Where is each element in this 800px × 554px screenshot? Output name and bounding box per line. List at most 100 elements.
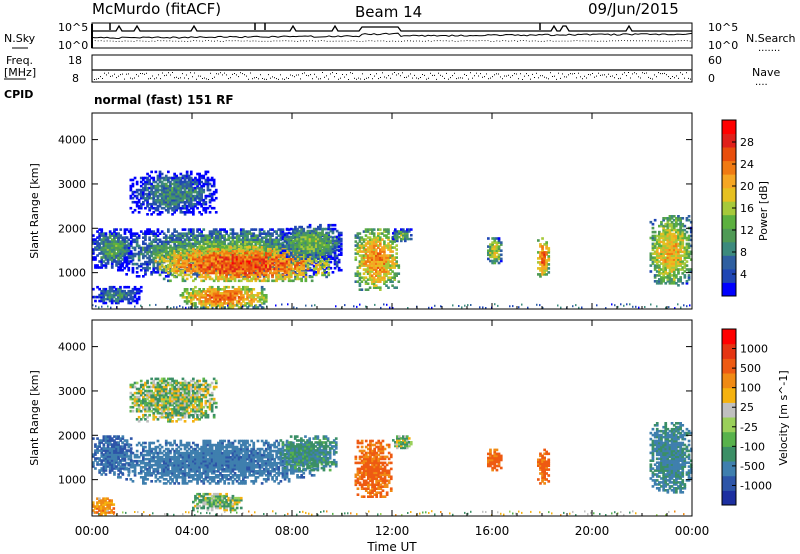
echo-cell (113, 242, 116, 245)
echo-cell (185, 194, 189, 198)
echo-cell (681, 238, 685, 242)
echo-cell (404, 232, 407, 235)
echo-cell (117, 262, 120, 266)
echo-cell (281, 249, 285, 253)
echo-cell (181, 271, 185, 275)
echo-cell (312, 247, 316, 251)
echo-cell (187, 208, 191, 212)
echo-cell (123, 238, 127, 241)
echo-cell (175, 190, 178, 194)
echo-cell (225, 267, 228, 271)
echo-cell (394, 228, 397, 231)
echo-cell (200, 261, 203, 265)
echo-cell (385, 258, 388, 261)
echo-cell (302, 227, 306, 231)
echo-cell (92, 256, 95, 259)
echo-cell (296, 263, 299, 267)
echo-cell (150, 260, 153, 264)
echo-cell (364, 256, 368, 259)
echo-cell (221, 277, 224, 281)
echo-cell (104, 250, 108, 253)
echo-cell (397, 264, 401, 267)
echo-cell (171, 188, 174, 192)
echo-cell (487, 257, 490, 261)
echo-cell (152, 271, 156, 274)
echo-cell (135, 200, 139, 204)
nave-dot (194, 72, 195, 74)
echo-cell (152, 178, 156, 182)
echo-cell (223, 267, 226, 271)
echo-cell (214, 248, 218, 251)
echo-cell (493, 255, 497, 259)
echo-cell (372, 248, 376, 251)
nave-dot (146, 72, 147, 74)
echo-cell (327, 245, 331, 249)
nave-dot (224, 72, 225, 74)
echo-cell (171, 250, 174, 253)
echo-cell (300, 227, 303, 231)
echo-cell (204, 265, 208, 269)
echo-cell (362, 230, 366, 233)
echo-cell (275, 277, 278, 281)
echo-cell (121, 258, 125, 261)
echo-cell (395, 274, 398, 277)
echo-cell (283, 263, 287, 267)
echo-cell (173, 230, 176, 233)
echo-cell (685, 254, 689, 257)
echo-cell (543, 259, 546, 262)
echo-cell (658, 274, 661, 277)
nave-dot (330, 73, 331, 75)
echo-cell (377, 246, 380, 249)
echo-cell (148, 230, 151, 233)
echo-cell (273, 242, 276, 246)
echo-cell (260, 238, 264, 242)
echo-cell (244, 255, 247, 259)
echo-cell (125, 258, 129, 261)
echo-cell (670, 252, 674, 255)
echo-cell (383, 250, 386, 253)
echo-cell (375, 260, 378, 263)
echo-cell (181, 174, 185, 178)
echo-cell (670, 254, 674, 257)
echo-cell (358, 232, 362, 235)
echo-cell (370, 230, 374, 233)
echo-cell (239, 234, 243, 237)
echo-cell (131, 232, 135, 235)
echo-cell (158, 180, 162, 184)
echo-cell (154, 194, 158, 198)
echo-cell (668, 274, 672, 277)
echo-cell (277, 246, 281, 250)
echo-cell (410, 234, 413, 237)
echo-cell (649, 270, 653, 273)
echo-cell (231, 238, 235, 242)
echo-cell (108, 240, 112, 243)
echo-cell (279, 263, 283, 267)
echo-cell (162, 240, 166, 244)
echo-cell (239, 271, 243, 275)
nave-dot (486, 73, 487, 75)
nave-dot (556, 78, 557, 80)
echo-cell (292, 233, 295, 237)
echo-cell (495, 243, 499, 246)
echo-cell (239, 248, 243, 252)
echo-cell (148, 202, 151, 206)
echo-cell (150, 232, 153, 235)
echo-cell (187, 230, 191, 233)
echo-cell (142, 196, 145, 200)
echo-cell (231, 234, 235, 237)
nave-dot (186, 74, 187, 76)
echo-cell (219, 271, 222, 275)
echo-cell (317, 260, 320, 264)
echo-cell (96, 264, 99, 267)
echo-cell (491, 237, 494, 240)
echo-cell (248, 263, 251, 267)
echo-cell (368, 266, 372, 269)
echo-cell (154, 208, 158, 212)
echo-cell (142, 194, 145, 198)
echo-cell (687, 242, 691, 246)
echo-cell (668, 250, 672, 254)
echo-cell (679, 234, 682, 238)
echo-cell (164, 250, 168, 253)
echo-cell (133, 248, 137, 252)
echo-cell (260, 267, 264, 271)
